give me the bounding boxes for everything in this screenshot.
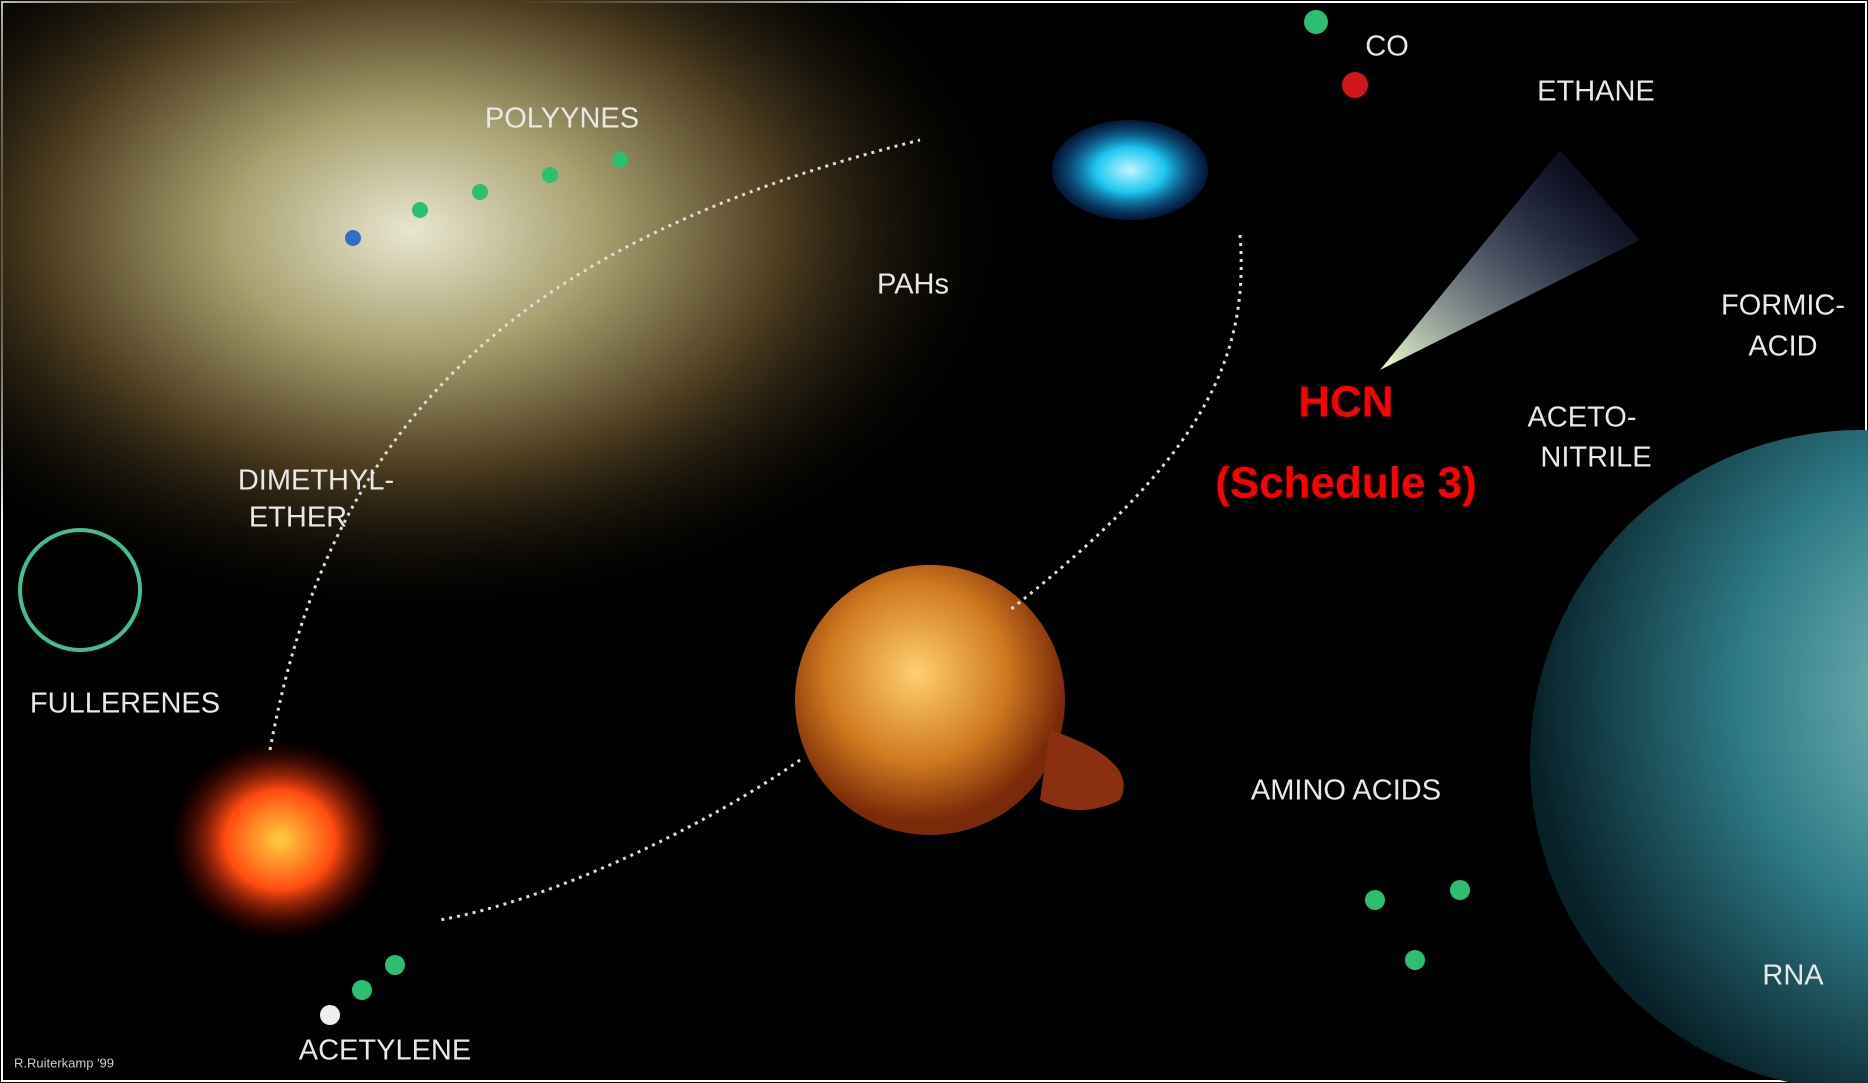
prominence xyxy=(1040,730,1124,810)
annotation: (Schedule 3) xyxy=(1215,459,1477,508)
planet xyxy=(1530,430,1868,1083)
label: ACETO- xyxy=(1527,402,1636,434)
label: ETHER xyxy=(249,502,347,534)
label: CO xyxy=(1365,31,1409,63)
nebula xyxy=(0,0,1030,660)
label: PAHs xyxy=(877,269,949,301)
star xyxy=(795,565,1065,835)
label: DIMETHYL- xyxy=(238,465,394,497)
cycle-arrow xyxy=(439,758,801,922)
label: NITRILE xyxy=(1540,442,1651,474)
label: ETHANE xyxy=(1537,76,1655,108)
credit: R.Ruiterkamp '99 xyxy=(14,1055,114,1070)
annotation: HCN xyxy=(1298,378,1393,427)
label: ACETYLENE xyxy=(299,1035,471,1067)
comet xyxy=(1380,150,1640,370)
molecules xyxy=(320,10,1470,1025)
label: POLYYNES xyxy=(485,103,639,135)
label: FORMIC- xyxy=(1721,290,1845,322)
protostellar-disk xyxy=(1052,120,1208,220)
label: ACID xyxy=(1748,331,1817,363)
fullerene xyxy=(18,528,142,652)
label: AMINO ACIDS xyxy=(1251,775,1441,807)
supernova xyxy=(170,740,390,940)
cycle-arrow xyxy=(1009,234,1243,612)
label: RNA xyxy=(1762,960,1824,992)
cycle-arrow xyxy=(268,138,921,751)
label: FULLERENES xyxy=(30,688,220,720)
